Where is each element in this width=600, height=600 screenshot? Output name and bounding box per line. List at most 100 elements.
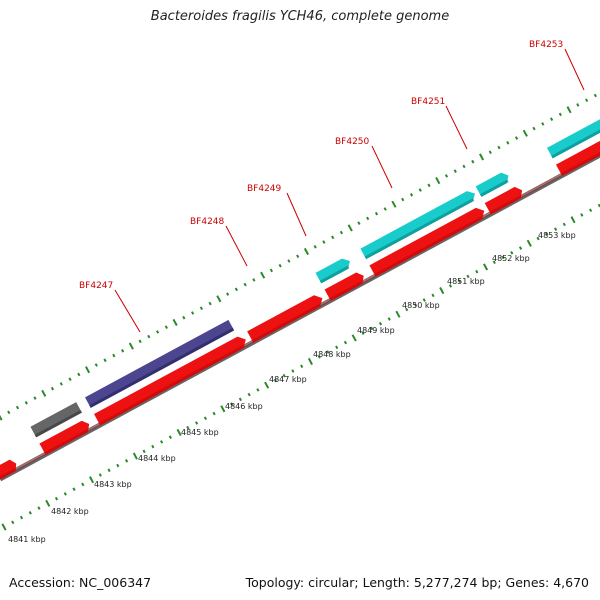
gene-label-bf4249[interactable]: BF4249 [247, 184, 282, 194]
minor-tick [335, 345, 339, 350]
minor-tick [68, 377, 72, 381]
minor-tick [405, 307, 409, 312]
kbp-label: 4845 kbp [181, 428, 219, 437]
minor-tick [208, 301, 212, 306]
minor-tick [195, 421, 199, 425]
minor-tick [541, 122, 545, 126]
minor-tick [378, 321, 383, 326]
minor-tick [252, 278, 256, 282]
minor-tick [413, 303, 418, 307]
minor-tick [427, 183, 431, 188]
cds-arrow[interactable] [39, 418, 92, 455]
major-tick [0, 414, 3, 421]
minor-tick [374, 211, 379, 216]
minor-tick [59, 382, 63, 386]
gene-bar-bf4250[interactable] [360, 188, 477, 260]
major-tick [439, 287, 445, 295]
minor-tick [256, 388, 260, 392]
cds-arrow-bf4247[interactable] [94, 334, 249, 426]
minor-tick [72, 487, 76, 491]
minor-tick [125, 459, 129, 463]
minor-tick [506, 141, 510, 145]
minor-tick [471, 159, 475, 164]
major-tick [526, 239, 532, 247]
kbp-label: 4847 kbp [269, 375, 307, 384]
minor-tick [326, 350, 330, 354]
minor-tick [457, 279, 461, 283]
gene-label-bf4251[interactable]: BF4251 [411, 97, 445, 107]
cds-arrow-bf4248[interactable] [247, 292, 325, 343]
minor-tick [54, 496, 59, 501]
major-tick [172, 318, 178, 326]
minor-tick [28, 511, 32, 515]
minor-tick [160, 440, 164, 444]
cds-arrow[interactable] [0, 458, 19, 482]
minor-tick [186, 425, 190, 430]
minor-tick [497, 145, 501, 150]
minor-tick [343, 340, 348, 345]
label-leader [564, 48, 585, 91]
minor-tick [15, 405, 20, 410]
minor-tick [7, 410, 11, 415]
cds-arrow-bf4251[interactable] [484, 185, 525, 215]
minor-tick [532, 126, 536, 131]
gene-bar-bf4251[interactable] [475, 170, 512, 197]
inner-tick-track [1, 203, 600, 531]
minor-tick [331, 235, 335, 240]
minor-tick [422, 298, 426, 302]
minor-tick [475, 269, 479, 274]
gene-bar-bf4247[interactable] [85, 319, 235, 408]
minor-tick [296, 254, 300, 259]
minor-tick [488, 150, 492, 155]
minor-tick [554, 227, 558, 231]
minor-tick [121, 349, 125, 353]
cds-arrow-bf4253[interactable] [555, 119, 600, 177]
major-tick [435, 177, 441, 185]
gene-bar-gray[interactable] [30, 402, 82, 438]
minor-tick [107, 468, 111, 473]
cds-arrow-bf4250[interactable] [369, 205, 487, 277]
kbp-label: 4842 kbp [51, 507, 89, 516]
minor-tick [230, 402, 234, 406]
kbp-label: 4853 kbp [538, 231, 576, 240]
label-leader [225, 225, 248, 267]
minor-tick [203, 416, 207, 421]
major-tick [347, 224, 353, 232]
minor-tick [361, 331, 365, 335]
minor-tick [243, 282, 247, 287]
minor-tick [94, 363, 98, 367]
minor-tick [462, 164, 466, 169]
minor-tick [322, 240, 326, 244]
gene-label-bf4250[interactable]: BF4250 [335, 137, 370, 147]
minor-tick [370, 326, 374, 331]
minor-tick [278, 263, 282, 268]
minor-tick [282, 373, 286, 378]
minor-tick [431, 293, 435, 298]
accession-label: Accession: NC_006347 [9, 575, 152, 590]
minor-tick [234, 287, 238, 292]
gene-label-bf4247[interactable]: BF4247 [79, 281, 113, 291]
minor-tick [11, 520, 15, 525]
minor-tick [558, 112, 562, 117]
gene-label-bf4253[interactable]: BF4253 [529, 40, 563, 50]
minor-tick [147, 334, 151, 339]
kbp-label: 4841 kbp [8, 535, 46, 544]
minor-tick [418, 188, 422, 192]
minor-tick [510, 251, 514, 255]
kbp-label: 4844 kbp [138, 454, 176, 463]
minor-tick [81, 482, 85, 487]
minor-tick [98, 473, 102, 477]
cds-arrow-bf4249[interactable] [324, 270, 367, 301]
kbp-label: 4848 kbp [313, 350, 351, 359]
gene-bar-bf4249[interactable] [315, 256, 353, 284]
gene-label-bf4248[interactable]: BF4248 [190, 217, 225, 227]
major-tick [216, 295, 222, 303]
minor-tick [37, 506, 41, 510]
minor-tick [247, 392, 251, 397]
kbp-label: 4843 kbp [94, 480, 132, 489]
kbp-label: 4846 kbp [225, 402, 263, 411]
gene-bar-bf4253[interactable] [546, 103, 600, 159]
major-tick [570, 216, 576, 224]
map-title: Bacteroides fragilis YCH46, complete gen… [150, 9, 450, 24]
